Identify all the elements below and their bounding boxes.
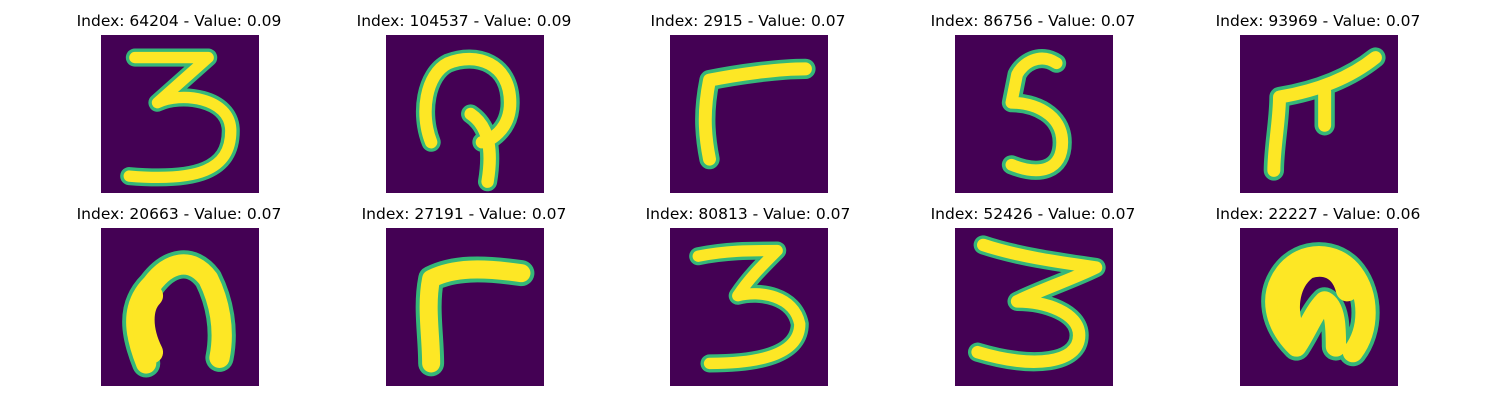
panel-title: Index: 52426 - Value: 0.07 — [930, 205, 1136, 223]
image-panel-2: Index: 104537 - Value: 0.09 — [314, 11, 614, 201]
panel-title: Index: 20663 - Value: 0.07 — [76, 205, 282, 223]
digit-image — [1240, 35, 1398, 193]
digit-image — [101, 228, 259, 386]
digit-image — [386, 228, 544, 386]
image-panel-3: Index: 2915 - Value: 0.07 — [598, 11, 898, 201]
digit-image — [955, 35, 1113, 193]
panel-title: Index: 104537 - Value: 0.09 — [356, 12, 572, 30]
digit-image — [955, 228, 1113, 386]
panel-title: Index: 2915 - Value: 0.07 — [650, 12, 846, 30]
image-panel-9: Index: 52426 - Value: 0.07 — [883, 204, 1183, 394]
panel-title: Index: 93969 - Value: 0.07 — [1215, 12, 1421, 30]
image-panel-10: Index: 22227 - Value: 0.06 — [1168, 204, 1468, 394]
panel-title: Index: 22227 - Value: 0.06 — [1215, 205, 1421, 223]
image-panel-4: Index: 86756 - Value: 0.07 — [883, 11, 1183, 201]
panel-title: Index: 86756 - Value: 0.07 — [930, 12, 1136, 30]
panel-title: Index: 27191 - Value: 0.07 — [361, 205, 567, 223]
digit-image — [1240, 228, 1398, 386]
image-panel-6: Index: 20663 - Value: 0.07 — [29, 204, 329, 394]
panel-title: Index: 64204 - Value: 0.09 — [76, 12, 282, 30]
image-panel-1: Index: 64204 - Value: 0.09 — [29, 11, 329, 201]
image-panel-7: Index: 27191 - Value: 0.07 — [314, 204, 614, 394]
image-panel-8: Index: 80813 - Value: 0.07 — [598, 204, 898, 394]
image-panel-5: Index: 93969 - Value: 0.07 — [1168, 11, 1468, 201]
digit-image — [386, 35, 544, 193]
panel-title: Index: 80813 - Value: 0.07 — [645, 205, 851, 223]
digit-image — [670, 35, 828, 193]
digit-image — [101, 35, 259, 193]
digit-image — [670, 228, 828, 386]
